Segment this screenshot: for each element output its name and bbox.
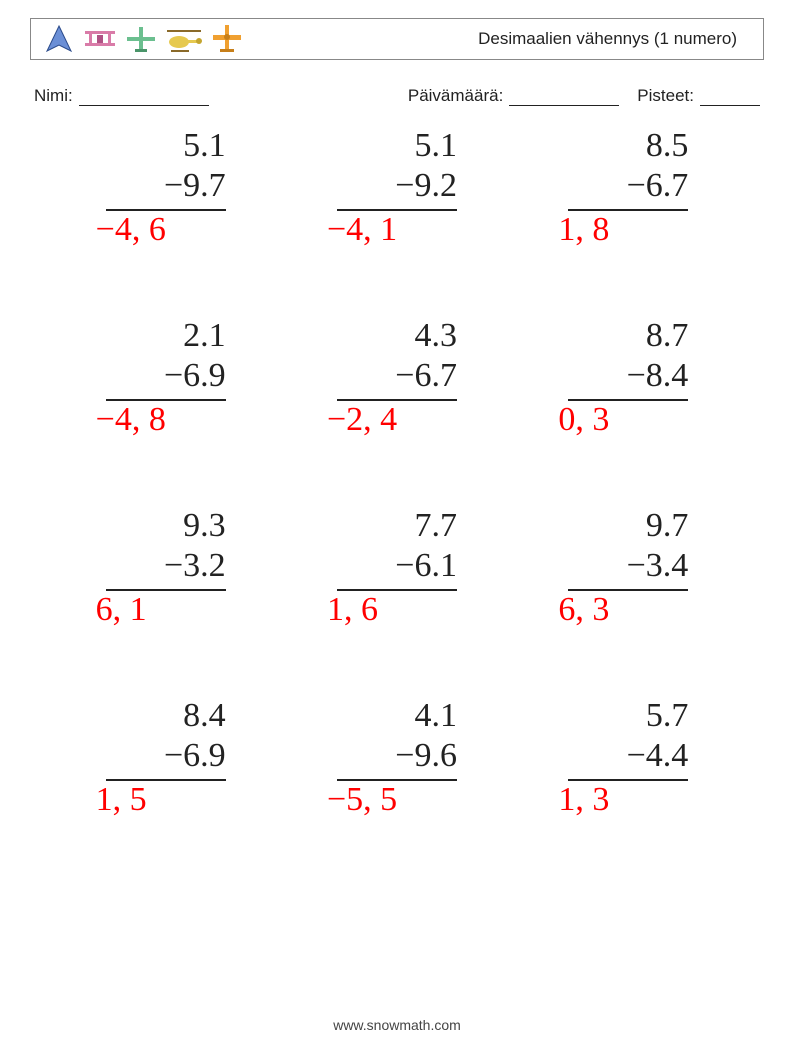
- answer: 6, 1: [96, 591, 236, 628]
- minuend: 5.7: [568, 696, 688, 736]
- subtrahend: −9.6: [337, 736, 457, 776]
- operands: 4.1−9.6: [337, 696, 457, 776]
- answer: −2, 4: [327, 401, 467, 438]
- subtrahend: −6.9: [106, 356, 226, 396]
- subtrahend: −6.9: [106, 736, 226, 776]
- minuend: 5.1: [106, 126, 226, 166]
- minuend: 2.1: [106, 316, 226, 356]
- worksheet-title: Desimaalien vähennys (1 numero): [478, 29, 751, 49]
- subtrahend: −8.4: [568, 356, 688, 396]
- answer: 6, 3: [558, 591, 698, 628]
- minuend: 4.3: [337, 316, 457, 356]
- answer: −5, 5: [327, 781, 467, 818]
- name-field: Nimi:: [34, 86, 209, 106]
- yellow-helicopter-icon: [165, 24, 203, 54]
- operands: 7.7−6.1: [337, 506, 457, 586]
- date-blank[interactable]: [509, 91, 619, 106]
- minuend: 8.7: [568, 316, 688, 356]
- score-label: Pisteet:: [637, 86, 694, 106]
- minuend: 8.5: [568, 126, 688, 166]
- problem: 5.7−4.4 1, 3: [513, 696, 744, 886]
- header-icons: [43, 23, 243, 55]
- score-blank[interactable]: [700, 91, 760, 106]
- minuend: 8.4: [106, 696, 226, 736]
- answer: 1, 8: [558, 211, 698, 248]
- subtrahend: −3.4: [568, 546, 688, 586]
- footer: www.snowmath.com: [0, 1017, 794, 1033]
- operands: 2.1−6.9: [106, 316, 226, 396]
- subtrahend: −6.1: [337, 546, 457, 586]
- operands: 9.7−3.4: [568, 506, 688, 586]
- problem: 8.5−6.7 1, 8: [513, 126, 744, 316]
- minuend: 4.1: [337, 696, 457, 736]
- blue-triangle-plane-icon: [43, 23, 75, 55]
- score-field: Pisteet:: [637, 86, 760, 106]
- problem: 8.7−8.4 0, 3: [513, 316, 744, 506]
- answer: −4, 8: [96, 401, 236, 438]
- problem: 9.7−3.4 6, 3: [513, 506, 744, 696]
- operands: 8.7−8.4: [568, 316, 688, 396]
- problem: 9.3−3.2 6, 1: [50, 506, 281, 696]
- operands: 9.3−3.2: [106, 506, 226, 586]
- problem: 2.1−6.9 −4, 8: [50, 316, 281, 506]
- subtrahend: −6.7: [337, 356, 457, 396]
- operands: 8.4−6.9: [106, 696, 226, 776]
- subtrahend: −6.7: [568, 166, 688, 206]
- minuend: 9.7: [568, 506, 688, 546]
- answer: 0, 3: [558, 401, 698, 438]
- info-line: Nimi: Päivämäärä: Pisteet:: [30, 86, 764, 106]
- problem: 8.4−6.9 1, 5: [50, 696, 281, 886]
- subtrahend: −4.4: [568, 736, 688, 776]
- operands: 8.5−6.7: [568, 126, 688, 206]
- answer: 1, 5: [96, 781, 236, 818]
- date-label: Päivämäärä:: [408, 86, 503, 106]
- answer: 1, 6: [327, 591, 467, 628]
- minuend: 5.1: [337, 126, 457, 166]
- subtrahend: −3.2: [106, 546, 226, 586]
- problem: 4.3−6.7 −2, 4: [281, 316, 512, 506]
- name-blank[interactable]: [79, 91, 209, 106]
- subtrahend: −9.2: [337, 166, 457, 206]
- problem: 5.1−9.2 −4, 1: [281, 126, 512, 316]
- footer-url: www.snowmath.com: [333, 1017, 461, 1033]
- header-box: Desimaalien vähennys (1 numero): [30, 18, 764, 60]
- operands: 5.1−9.2: [337, 126, 457, 206]
- problems-grid: 5.1−9.7−4, 65.1−9.2−4, 18.5−6.71, 82.1−6…: [30, 126, 764, 886]
- date-field: Päivämäärä:: [408, 86, 619, 106]
- minuend: 7.7: [337, 506, 457, 546]
- answer: −4, 1: [327, 211, 467, 248]
- problem: 4.1−9.6 −5, 5: [281, 696, 512, 886]
- page: Desimaalien vähennys (1 numero) Nimi: Pä…: [0, 0, 794, 1053]
- pink-biplane-icon: [83, 23, 117, 55]
- operands: 4.3−6.7: [337, 316, 457, 396]
- minuend: 9.3: [106, 506, 226, 546]
- orange-plane-icon: [211, 23, 243, 55]
- problem: 5.1−9.7 −4, 6: [50, 126, 281, 316]
- answer: −4, 6: [96, 211, 236, 248]
- operands: 5.1−9.7: [106, 126, 226, 206]
- name-label: Nimi:: [34, 86, 73, 106]
- problem: 7.7−6.1 1, 6: [281, 506, 512, 696]
- answer: 1, 3: [558, 781, 698, 818]
- subtrahend: −9.7: [106, 166, 226, 206]
- operands: 5.7−4.4: [568, 696, 688, 776]
- green-plane-icon: [125, 23, 157, 55]
